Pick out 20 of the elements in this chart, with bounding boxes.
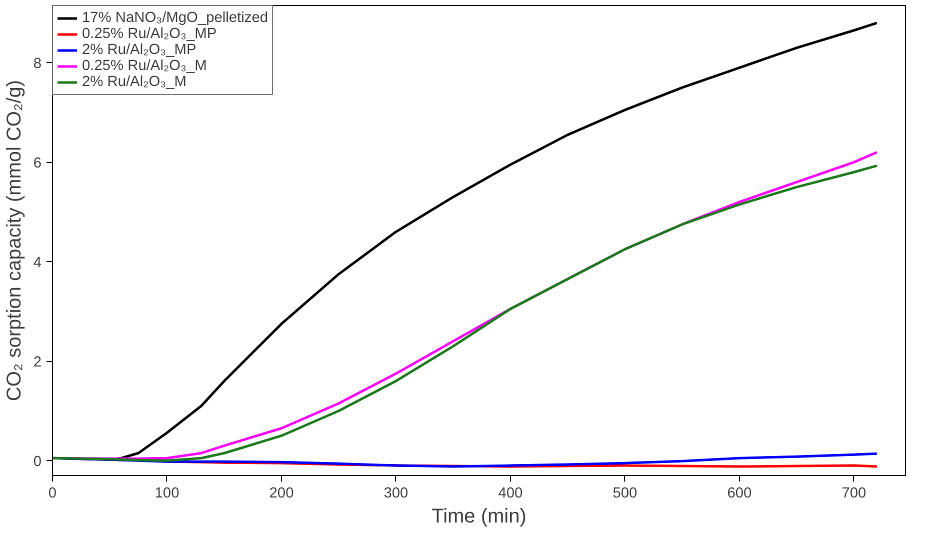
- y-tick-label: 0: [33, 454, 42, 470]
- legend-label: 2% Ru/Al₂O₃_MP: [82, 42, 196, 58]
- x-tick-label: 400: [498, 486, 523, 502]
- y-axis-title: CO₂ sorption capacity (mmol CO₂/g): [3, 80, 26, 402]
- x-tick-label: 0: [48, 486, 57, 502]
- legend-label: 17% NaNO₃/MgO_pelletized: [82, 10, 268, 26]
- x-tick-label: 300: [384, 486, 408, 502]
- x-axis-title: Time (min): [432, 506, 526, 528]
- y-tick-label: 4: [33, 255, 42, 272]
- y-tick-label: 2: [33, 354, 42, 371]
- x-tick-label: 700: [842, 486, 866, 502]
- x-tick-label: 100: [154, 486, 180, 502]
- legend-label: 0.25% Ru/Al₂O₃_MP: [82, 26, 217, 42]
- y-tick-label: 6: [33, 156, 42, 172]
- x-tick-label: 600: [727, 486, 752, 502]
- x-tick-label: 500: [612, 486, 638, 502]
- y-tick-label: 8: [33, 56, 42, 72]
- legend-label: 0.25% Ru/Al₂O₃_M: [82, 58, 207, 74]
- x-tick-label: 200: [269, 486, 294, 502]
- legend-label: 2% Ru/Al₂O₃_M: [82, 74, 187, 90]
